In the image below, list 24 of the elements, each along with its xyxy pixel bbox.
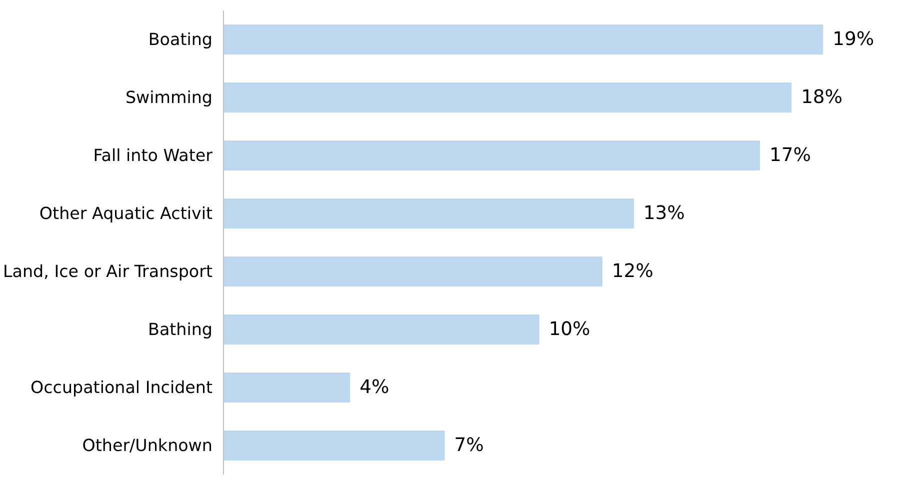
data-label: 4% [360,377,390,398]
bar [224,24,824,54]
bar [224,198,634,228]
data-label: 13% [643,203,685,224]
bar [224,314,540,344]
bar [224,256,602,286]
data-label: 19% [832,29,874,50]
data-label: 10% [548,319,590,340]
bar [224,372,350,402]
y-tick-label: Other/Unknown [82,436,213,455]
bar [224,82,792,112]
data-label: 18% [801,87,843,108]
y-tick-label: Occupational Incident [30,378,213,397]
y-tick-label: Fall into Water [93,146,213,165]
y-tick-label: Other Aquatic Activit [39,204,213,223]
y-tick-label: Bathing [148,320,213,339]
bar [224,140,760,170]
y-tick-label: Land, Ice or Air Transport [3,262,213,281]
bar [224,430,445,460]
data-label: 17% [770,145,812,166]
data-label: 12% [612,261,654,282]
y-tick-label: Swimming [125,88,212,107]
y-tick-label: Boating [148,30,213,49]
data-label: 7% [454,435,484,456]
